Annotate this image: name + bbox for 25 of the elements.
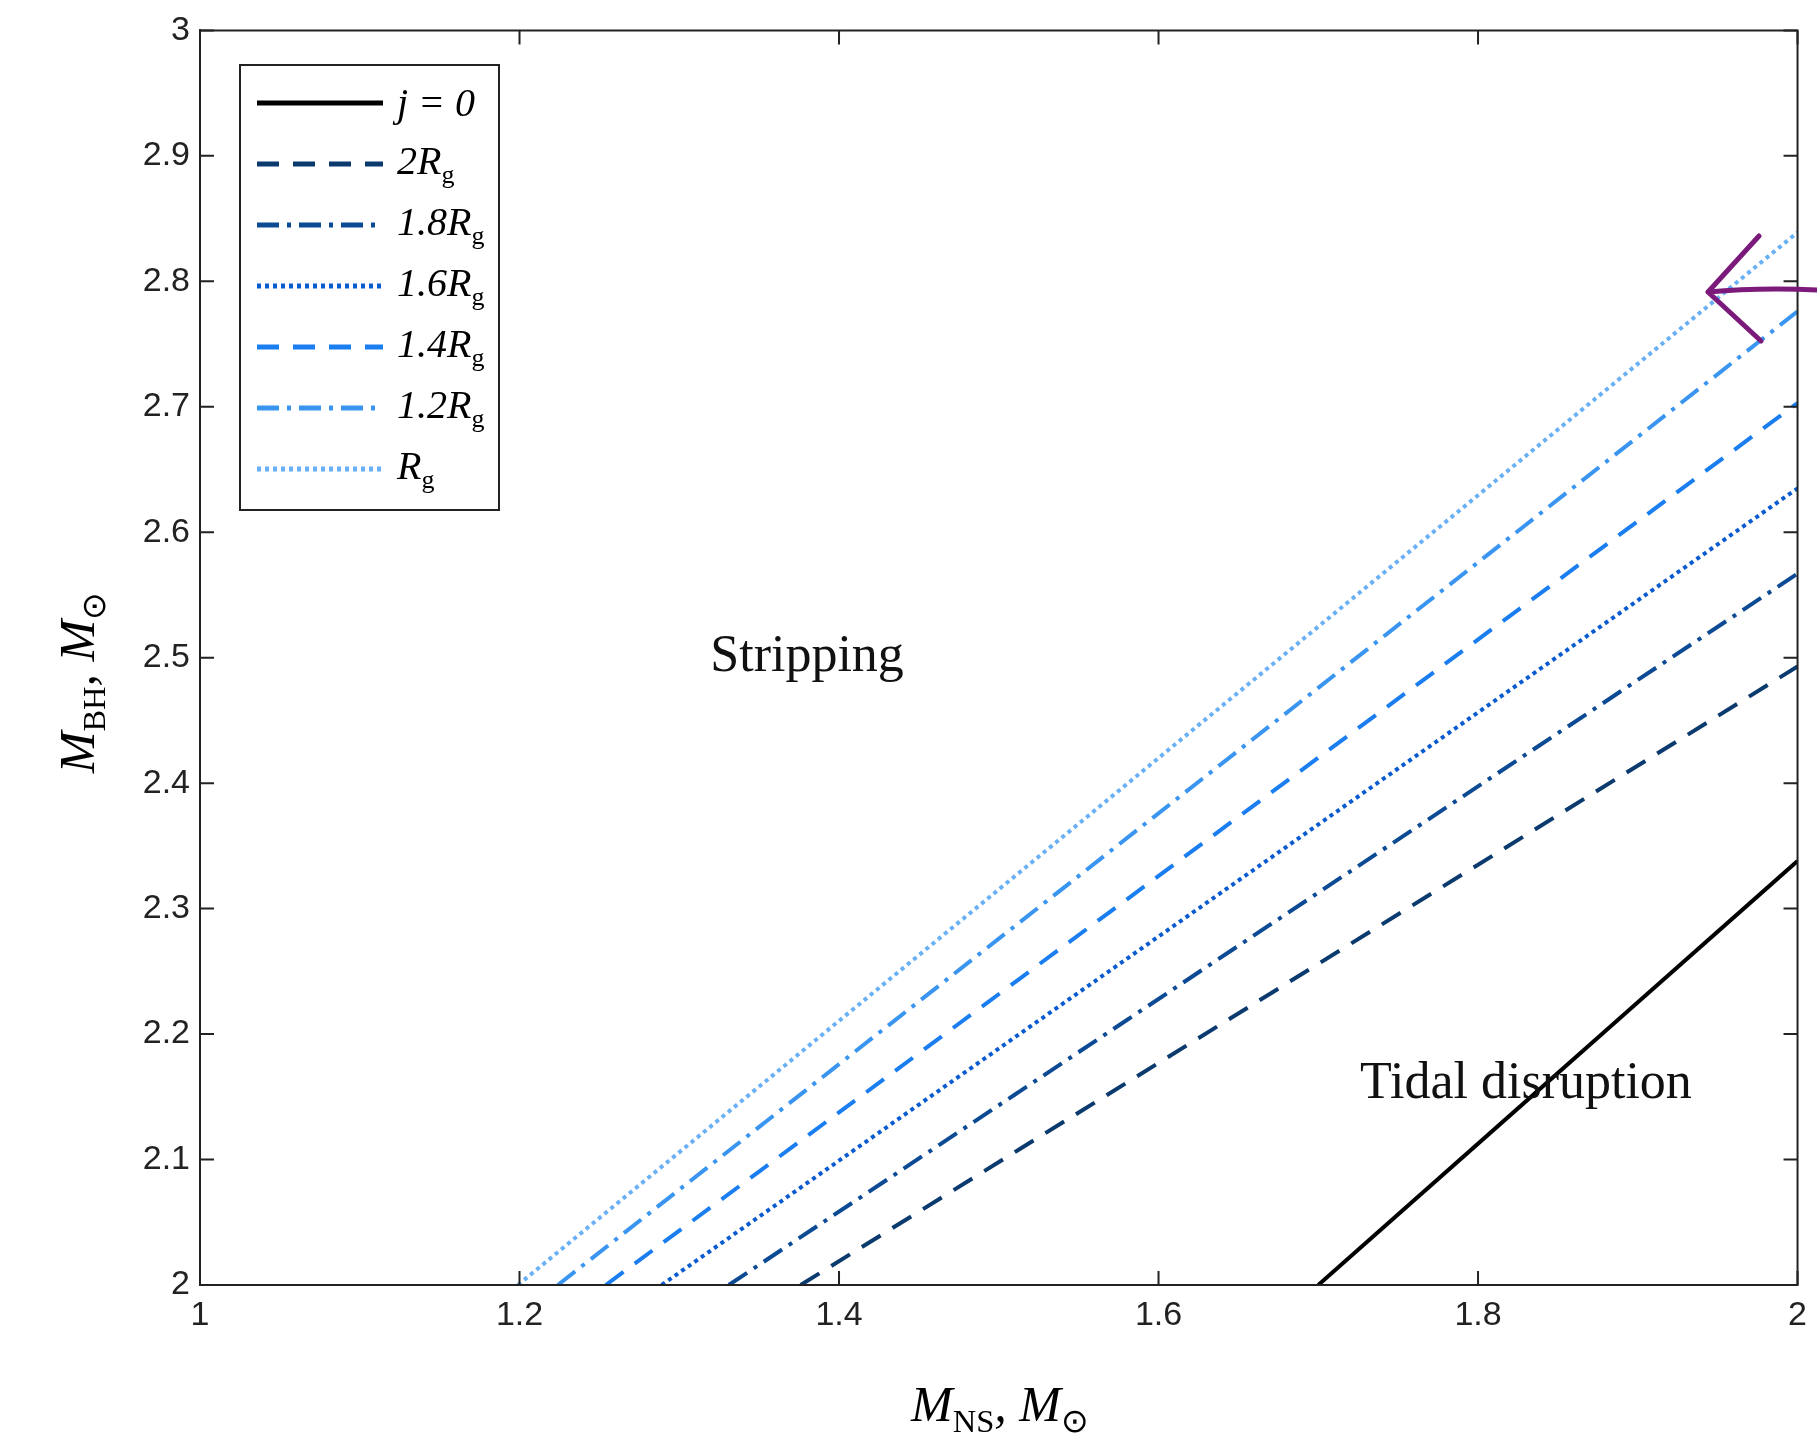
- y-tick-label: 2.2: [142, 1012, 190, 1051]
- y-tick-label: 2.7: [142, 385, 190, 424]
- y-tick-label: 2.1: [142, 1137, 190, 1176]
- annotation: Stripping: [710, 625, 904, 683]
- x-tick-label: 2: [1788, 1293, 1808, 1332]
- x-tick-label: 1.4: [815, 1293, 863, 1332]
- y-tick-label: 2.5: [142, 636, 190, 675]
- legend-label: 1.4R$_{g}$: [397, 320, 485, 373]
- legend-label: 1.6R$_{g}$: [397, 259, 485, 312]
- legend-label: 1.8R$_{g}$: [397, 198, 485, 251]
- y-tick-label: 2.4: [142, 761, 190, 800]
- y-tick-label: 3: [171, 8, 190, 47]
- legend-label: 1.2R$_{g}$: [397, 381, 485, 434]
- y-tick-label: 2: [171, 1263, 190, 1302]
- y-tick-label: 2.9: [142, 134, 190, 173]
- x-tick-label: 1.2: [495, 1293, 544, 1332]
- x-axis-title: M$_{NS}$, M$_{⊙}$: [911, 1375, 1089, 1440]
- y-tick-label: 2.6: [142, 510, 190, 549]
- y-tick-label: 2.8: [142, 259, 190, 298]
- x-tick-label: 1: [190, 1293, 210, 1332]
- legend-label: 2R$_{g}$: [397, 137, 455, 190]
- y-tick-label: 2.3: [142, 886, 190, 925]
- x-tick-label: 1.6: [1134, 1293, 1183, 1332]
- legend-label: R$_{g}$: [397, 442, 435, 495]
- x-tick-label: 1.8: [1454, 1293, 1502, 1332]
